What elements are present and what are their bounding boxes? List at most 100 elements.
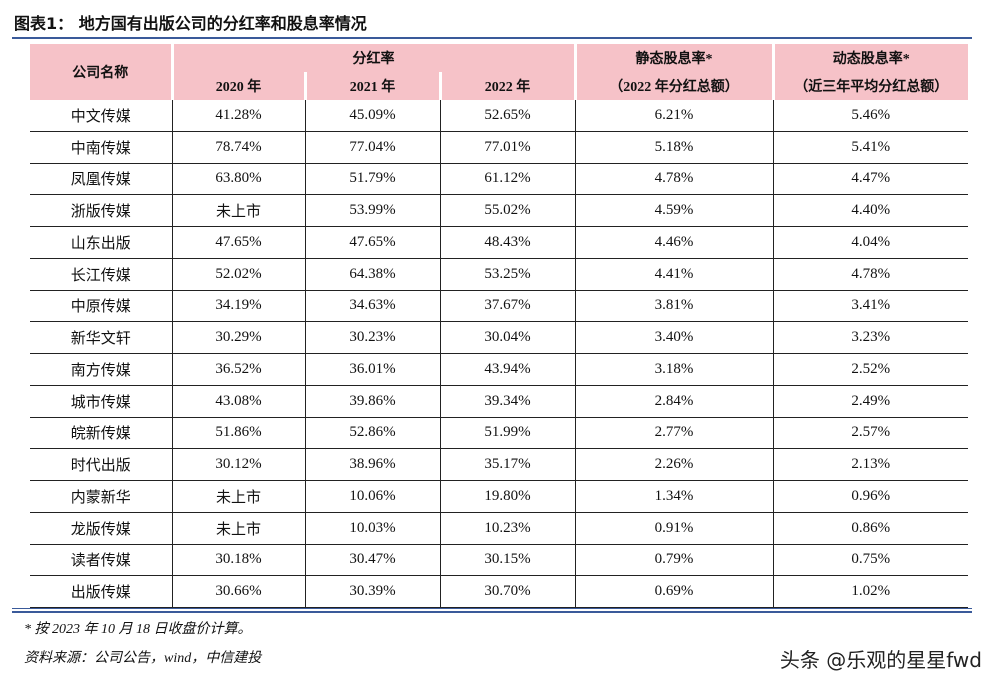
table-cell: 10.03% (304, 512, 440, 545)
table-cell: 6.21% (574, 100, 773, 132)
table-cell: 5.41% (772, 131, 968, 164)
table-row: 时代出版 30.12% 38.96% 35.17% 2.26% 2.13% (30, 448, 968, 481)
table-cell: 长江传媒 (30, 258, 172, 291)
table-cell: 39.86% (304, 385, 440, 418)
table-cell: 山东出版 (30, 226, 172, 259)
table-row: 皖新传媒 51.86% 52.86% 51.99% 2.77% 2.57% (30, 417, 968, 450)
table-cell: 2.52% (772, 353, 968, 386)
table-cell: 64.38% (304, 258, 440, 291)
table-cell: 30.66% (171, 575, 305, 608)
table-cell: 53.25% (439, 258, 575, 291)
table-cell: 34.19% (171, 290, 305, 323)
title: 图表1： 地方国有出版公司的分红率和股息率情况 (14, 14, 367, 33)
table-cell: 中南传媒 (30, 131, 172, 164)
table-cell: 30.04% (439, 321, 575, 354)
table-cell: 63.80% (171, 163, 305, 196)
table-cell: 4.40% (772, 194, 968, 227)
table-row: 内蒙新华 未上市 10.06% 19.80% 1.34% 0.96% (30, 480, 968, 513)
table-row: 凤凰传媒 63.80% 51.79% 61.12% 4.78% 4.47% (30, 163, 968, 196)
table-cell: 中文传媒 (30, 100, 172, 132)
table-cell: 53.99% (304, 194, 440, 227)
table-cell: 51.79% (304, 163, 440, 196)
table-cell: 3.23% (772, 321, 968, 354)
table-cell: 61.12% (439, 163, 575, 196)
header-cell: （2022 年分红总额） (573, 72, 773, 100)
table-cell: 10.06% (304, 480, 440, 513)
table-cell: 41.28% (171, 100, 305, 132)
table-cell: 34.63% (304, 290, 440, 323)
table-row: 中原传媒 34.19% 34.63% 37.67% 3.81% 3.41% (30, 290, 968, 323)
table-row: 城市传媒 43.08% 39.86% 39.34% 2.84% 2.49% (30, 385, 968, 418)
table-cell: 龙版传媒 (30, 512, 172, 545)
table-cell: 51.86% (171, 417, 305, 450)
table-cell: 城市传媒 (30, 385, 172, 418)
table-cell: 43.94% (439, 353, 575, 386)
table-row: 山东出版 47.65% 47.65% 48.43% 4.46% 4.04% (30, 226, 968, 259)
table-cell: 4.41% (574, 258, 773, 291)
table-cell: 5.46% (772, 100, 968, 132)
table-cell: 30.15% (439, 544, 575, 577)
table-cell: 0.79% (574, 544, 773, 577)
table-cell: 时代出版 (30, 448, 172, 481)
table-cell: 4.46% (574, 226, 773, 259)
table-row: 南方传媒 36.52% 36.01% 43.94% 3.18% 2.52% (30, 353, 968, 386)
table-cell: 43.08% (171, 385, 305, 418)
table-cell: 未上市 (171, 194, 305, 227)
table-cell: 0.91% (574, 512, 773, 545)
table-cell: 未上市 (171, 480, 305, 513)
rule (12, 37, 972, 39)
table-cell: 52.02% (171, 258, 305, 291)
table-cell: 新华文轩 (30, 321, 172, 354)
table-cell: 37.67% (439, 290, 575, 323)
table-cell: 30.39% (304, 575, 440, 608)
table-cell: 浙版传媒 (30, 194, 172, 227)
table-cell: 3.41% (772, 290, 968, 323)
table-cell: 5.18% (574, 131, 773, 164)
table-cell: 4.47% (772, 163, 968, 196)
table-row: 长江传媒 52.02% 64.38% 53.25% 4.41% 4.78% (30, 258, 968, 291)
table-cell: 30.18% (171, 544, 305, 577)
table-cell: 52.65% (439, 100, 575, 132)
table-cell: 39.34% (439, 385, 575, 418)
header-cell: 公司名称 (30, 44, 172, 100)
table-row: 中南传媒 78.74% 77.04% 77.01% 5.18% 5.41% (30, 131, 968, 164)
table-cell: 78.74% (171, 131, 305, 164)
table-cell: 内蒙新华 (30, 480, 172, 513)
table-cell: 2.49% (772, 385, 968, 418)
table-cell: 0.96% (772, 480, 968, 513)
table-cell: 55.02% (439, 194, 575, 227)
table-body: 中文传媒 41.28% 45.09% 52.65% 6.21% 5.46% 中南传媒 78.7… (30, 100, 968, 608)
table-cell: 10.23% (439, 512, 575, 545)
header-cell: （近三年平均分红总额） (771, 72, 968, 100)
table-cell: 0.69% (574, 575, 773, 608)
table-cell: 30.23% (304, 321, 440, 354)
header-row: 公司名称 分红率 静态股息率* 动态股息率* (30, 44, 968, 100)
table-cell: 2.77% (574, 417, 773, 450)
table-cell: 47.65% (304, 226, 440, 259)
table-cell: 中原传媒 (30, 290, 172, 323)
table-cell: 1.02% (772, 575, 968, 608)
table-row: 读者传媒 30.18% 30.47% 30.15% 0.79% 0.75% (30, 544, 968, 577)
rule (12, 611, 972, 613)
table-cell: 19.80% (439, 480, 575, 513)
table-cell: 1.34% (574, 480, 773, 513)
header-cell: 分红率 (170, 44, 575, 72)
header-cell: 2020 年 (170, 72, 305, 100)
table-header: 公司名称 分红率 静态股息率* 动态股息率* 2020 年 2021 年 2022 年（20… (30, 44, 968, 100)
source: 资料来源：公司公告，wind，中信建投 (24, 651, 262, 666)
table-cell: 30.47% (304, 544, 440, 577)
table-row: 浙版传媒 未上市 53.99% 55.02% 4.59% 4.40% (30, 194, 968, 227)
table-cell: 出版传媒 (30, 575, 172, 608)
table-cell: 4.04% (772, 226, 968, 259)
table-cell: 2.84% (574, 385, 773, 418)
table-cell: 4.59% (574, 194, 773, 227)
table-cell: 3.81% (574, 290, 773, 323)
table-row: 新华文轩 30.29% 30.23% 30.04% 3.40% 3.23% (30, 321, 968, 354)
table-cell: 48.43% (439, 226, 575, 259)
table-cell: 36.01% (304, 353, 440, 386)
table-row: 出版传媒 30.66% 30.39% 30.70% 0.69% 1.02% (30, 575, 968, 608)
table-cell: 2.13% (772, 448, 968, 481)
header-cell: 2022 年 (438, 72, 575, 100)
table-cell: 读者传媒 (30, 544, 172, 577)
